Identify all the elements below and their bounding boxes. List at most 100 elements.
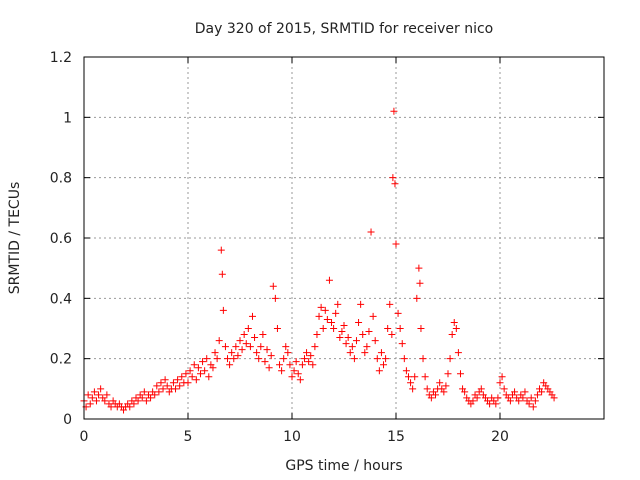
data-point [350, 355, 358, 363]
data-point [529, 403, 537, 411]
plot-frame [83, 56, 605, 420]
data-point [404, 373, 412, 381]
data-point [273, 325, 281, 332]
data-point [88, 394, 96, 402]
data-point [344, 334, 352, 342]
data-point [238, 346, 246, 354]
data-point [246, 343, 254, 351]
x-tick-label: 5 [184, 429, 193, 445]
data-point [486, 400, 494, 408]
data-point [103, 391, 111, 399]
data-point [184, 379, 192, 387]
data-point [398, 340, 406, 348]
data-point [190, 361, 198, 369]
data-point [101, 397, 109, 405]
scatter-points [80, 107, 558, 414]
data-point [321, 306, 329, 314]
data-point [498, 373, 506, 381]
data-point [92, 397, 100, 405]
data-point [346, 349, 354, 357]
data-point [382, 355, 390, 363]
data-point [218, 270, 226, 278]
data-point [251, 334, 259, 342]
data-point [384, 325, 392, 332]
data-point [267, 352, 275, 360]
data-point [292, 358, 300, 366]
data-point [196, 370, 204, 378]
data-point [244, 325, 252, 332]
data-point [232, 343, 240, 351]
data-point [500, 385, 508, 393]
data-point [84, 391, 92, 399]
data-point [365, 328, 373, 336]
data-point [213, 355, 221, 363]
x-tick-label: 15 [387, 429, 405, 445]
data-point [217, 246, 225, 254]
data-point [367, 228, 375, 236]
data-point [90, 388, 98, 396]
data-point [417, 325, 425, 332]
data-point [388, 331, 396, 339]
data-point [107, 403, 115, 411]
data-point [330, 325, 338, 332]
y-tick-label: 0 [63, 412, 72, 428]
data-point [419, 355, 427, 363]
data-point [423, 385, 431, 393]
data-point [533, 391, 541, 399]
data-point [240, 331, 248, 339]
data-point [97, 385, 105, 393]
data-point [126, 403, 134, 411]
data-point [263, 346, 271, 354]
data-point [373, 355, 381, 363]
data-point [151, 391, 159, 399]
data-point [550, 394, 558, 402]
data-point [188, 373, 196, 381]
data-point [313, 331, 321, 339]
data-point [300, 355, 308, 363]
data-point [511, 388, 519, 396]
data-point [219, 306, 227, 314]
data-point [454, 349, 462, 357]
data-point [446, 355, 454, 363]
data-point [305, 358, 313, 366]
data-point [389, 174, 397, 182]
data-point [226, 361, 234, 369]
data-point [186, 367, 194, 375]
data-point [369, 312, 377, 320]
data-point [153, 382, 161, 390]
data-point [248, 312, 256, 320]
data-point [140, 388, 148, 396]
x-tick-label: 10 [283, 429, 301, 445]
data-point [323, 315, 331, 323]
data-point [276, 361, 284, 369]
data-point [515, 397, 523, 405]
data-point [355, 318, 363, 326]
data-point [271, 294, 279, 302]
data-point [436, 379, 444, 387]
data-point [357, 300, 365, 308]
data-point [477, 385, 485, 393]
data-point [261, 358, 269, 366]
data-point [415, 264, 423, 272]
data-point [130, 400, 138, 408]
data-point [361, 349, 369, 357]
data-point [402, 367, 410, 375]
data-point [296, 376, 304, 384]
data-point [407, 379, 415, 387]
data-point [138, 394, 146, 402]
x-axis-ticks: 0 5 10 15 20 [80, 57, 509, 445]
data-point [421, 373, 429, 381]
data-point [469, 397, 477, 405]
data-point [390, 107, 398, 115]
data-point [230, 355, 238, 363]
y-tick-label: 0.4 [50, 291, 72, 307]
data-point [280, 355, 288, 363]
data-point [176, 382, 184, 390]
data-point [307, 352, 315, 360]
data-point [494, 394, 502, 402]
data-point [209, 364, 217, 372]
chart-title: Day 320 of 2015, SRMTID for receiver nic… [195, 21, 493, 37]
data-point [394, 309, 402, 317]
data-point [309, 361, 317, 369]
data-point [409, 385, 417, 393]
